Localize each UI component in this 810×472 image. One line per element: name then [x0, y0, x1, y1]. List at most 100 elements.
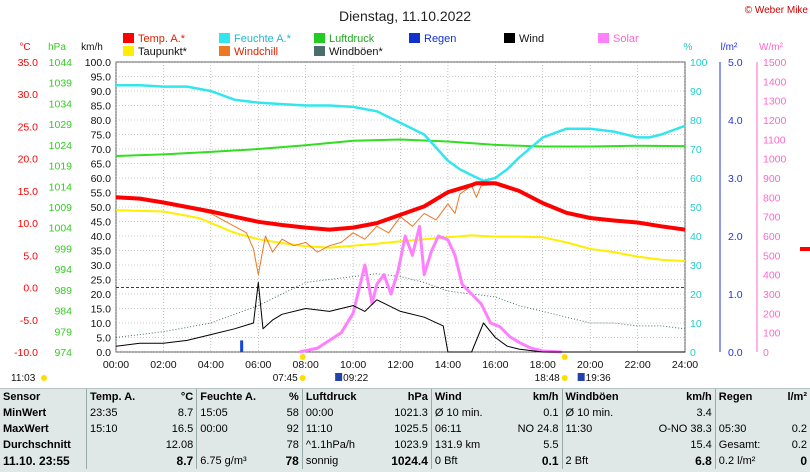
series-line-windchill: [115, 183, 496, 276]
header-humidity-unit: %: [289, 391, 299, 403]
cell: 6.8: [695, 454, 712, 468]
cell: 0.1: [541, 454, 559, 468]
wind-tick-label: 65.0: [91, 159, 112, 171]
wind-tick-label: 30.0: [91, 260, 112, 272]
cell: 3.4: [696, 407, 712, 419]
cell: [714, 405, 778, 421]
marker-time-left: 11:03: [11, 373, 36, 384]
wind-tick-label: 50.0: [91, 202, 112, 214]
rain-tick-label: 3.0: [728, 173, 743, 185]
solar-tick-label: 300: [763, 289, 781, 301]
cell: [85, 453, 153, 469]
temp-tick-label: 5.0: [23, 250, 38, 262]
pressure-tick-label: 994: [54, 264, 72, 276]
solar-tick-label: 500: [763, 250, 781, 262]
wind-tick-label: 20.0: [91, 289, 112, 301]
pressure-tick-label: 1029: [49, 119, 73, 131]
cell: NO 24.8: [517, 423, 559, 435]
wind-tick-label: 25.0: [91, 275, 112, 287]
wind-tick-label: 95.0: [91, 72, 112, 84]
cell: 78: [286, 439, 299, 451]
cell: 11:30: [561, 421, 639, 437]
axis-unit-temp: °C: [19, 42, 30, 53]
humidity-tick-label: 70: [690, 144, 702, 156]
cell: 0: [800, 454, 807, 468]
pressure-tick-label: 1034: [49, 98, 73, 110]
moonset-icon: [577, 373, 585, 381]
solar-tick-label: 800: [763, 192, 781, 204]
header-pressure-unit: hPa: [407, 391, 428, 403]
wind-tick-label: 5.0: [96, 333, 111, 345]
legend-swatch: [314, 46, 325, 56]
cell: 92: [286, 423, 299, 435]
series-line-taupunkt: [115, 209, 686, 263]
cell: 2 Bft: [561, 453, 639, 469]
x-tick-label: 24:00: [672, 359, 698, 371]
pressure-tick-label: 1019: [49, 161, 73, 173]
cell: 0 Bft: [430, 453, 502, 469]
axis-unit-rain: l/m²: [721, 42, 738, 53]
solar-tick-label: 600: [763, 231, 781, 243]
cell: 16.5: [171, 423, 194, 435]
solar-tick-label: 0: [763, 347, 769, 359]
humidity-tick-label: 100: [690, 57, 708, 69]
legend-label: Solar: [613, 33, 639, 45]
stats-row-current: 11.10. 23:55 8.7 6.75 g/m³ 78 sonnig 102…: [0, 453, 810, 469]
rain-tick-label: 0.0: [728, 347, 743, 359]
x-tick-label: 06:00: [245, 359, 271, 371]
wind-tick-label: 45.0: [91, 217, 112, 229]
cell: 0.2 l/m²: [714, 453, 778, 469]
legend-swatch: [504, 33, 515, 43]
series-line-temp-a: [115, 181, 686, 232]
humidity-tick-label: 20: [690, 289, 702, 301]
stats-row-max: MaxWert 15:10 16.5 00:00 92 11:10 1025.5…: [0, 421, 810, 437]
solar-tick-label: 1100: [763, 134, 786, 146]
cell: 6.75 g/m³: [196, 453, 277, 469]
solar-tick-label: 1500: [763, 57, 787, 69]
wind-tick-label: 10.0: [91, 318, 112, 330]
rain-tick-label: 2.0: [728, 231, 743, 243]
sun-icon: [41, 375, 47, 381]
stats-row-min: MinWert 23:35 8.7 15:05 58 00:00 1021.3 …: [0, 405, 810, 421]
wind-tick-label: 15.0: [91, 304, 112, 316]
wind-tick-label: 75.0: [91, 130, 112, 142]
header-gust: Windböen: [561, 389, 639, 405]
pressure-tick-label: 1024: [49, 140, 73, 152]
rain-tick-label: 1.0: [728, 289, 743, 301]
solar-tick-label: 400: [763, 270, 781, 282]
solar-tick-label: 1000: [763, 154, 787, 166]
cell: [777, 405, 810, 421]
temp-tick-label: 25.0: [18, 121, 39, 133]
legend-swatch: [219, 33, 230, 43]
sunset-time: 18:48: [535, 373, 560, 384]
legend-label: Windchill: [234, 46, 278, 58]
legend-swatch: [123, 46, 134, 56]
wind-tick-label: 70.0: [91, 144, 112, 156]
sunset-icon: [561, 375, 568, 381]
temp-tick-label: 10.0: [18, 218, 39, 230]
legend-label: Wind: [519, 33, 544, 45]
cell: 131.9 km: [430, 437, 502, 453]
cell: 0.2: [791, 439, 807, 451]
pressure-tick-label: 1044: [49, 57, 73, 69]
legend-label: Feuchte A.*: [234, 33, 292, 45]
x-tick-label: 10:00: [340, 359, 366, 371]
stats-header-row: Sensor Temp. A. °C Feuchte A. % Luftdruc…: [0, 389, 810, 405]
x-tick-label: 20:00: [577, 359, 603, 371]
weather-chart: Dienstag, 11.10.2022 © Weber Mike Temp. A.…: [11, 5, 810, 384]
x-tick-label: 00:00: [103, 359, 129, 371]
sunrise-icon: [299, 375, 306, 381]
chart-title: Dienstag, 11.10.2022: [339, 8, 471, 24]
solar-tick-label: 200: [763, 308, 781, 320]
humidity-tick-label: 40: [690, 231, 702, 243]
cell: [196, 437, 277, 453]
wind-tick-label: 60.0: [91, 173, 112, 185]
sunset-axis-icon: [561, 354, 568, 360]
series-line-solar: [299, 224, 562, 354]
x-tick-label: 22:00: [624, 359, 650, 371]
cell: 58: [286, 407, 299, 419]
row-label: MaxWert: [3, 423, 49, 435]
wind-tick-label: 85.0: [91, 101, 112, 113]
cell: Ø 10 min.: [561, 405, 639, 421]
cell: 1025.5: [394, 423, 428, 435]
